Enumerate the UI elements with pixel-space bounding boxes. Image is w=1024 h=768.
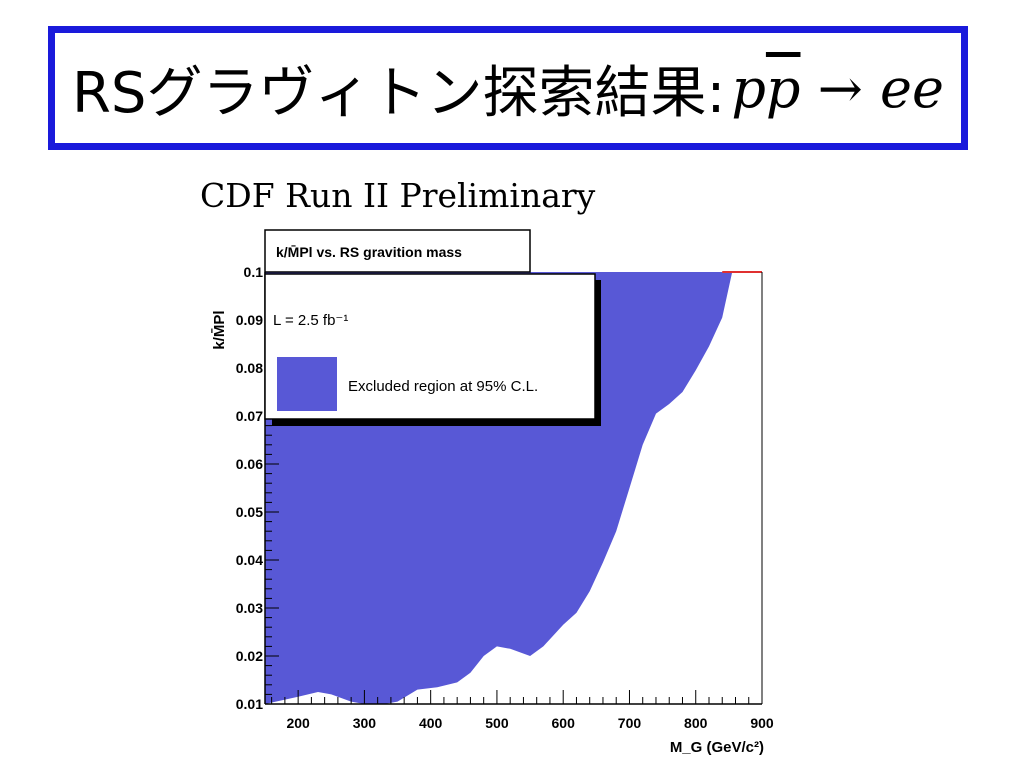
legend-swatch [277, 357, 337, 411]
y-tick-label: 0.08 [236, 360, 263, 376]
y-tick-label: 0.06 [236, 456, 263, 472]
formula-rest: → ee [800, 56, 944, 120]
y-tick-label: 0.07 [236, 408, 263, 424]
legend-entry: Excluded region at 95% C.L. [348, 378, 538, 395]
y-tick-label: 0.03 [236, 600, 263, 616]
chart-title-box: k/M̄Pl vs. RS gravition mass [264, 229, 531, 273]
legend: L = 2.5 fb⁻¹ Excluded region at 95% C.L. [264, 273, 601, 426]
y-tick-label: 0.09 [236, 312, 263, 328]
formula-pbar: p [765, 56, 801, 120]
formula-p: p [731, 56, 766, 120]
y-axis-title: k/M̄Pl [210, 310, 228, 349]
x-tick-label: 600 [552, 715, 576, 731]
y-tick-label: 0.04 [236, 552, 263, 568]
slide-title-formula: pp → ee [731, 57, 944, 120]
x-tick-label: 900 [750, 715, 774, 731]
y-tick-label: 0.05 [236, 504, 263, 520]
x-axis-title: M_G (GeV/c²) [670, 739, 764, 756]
axes: 200 300 400 500 600 700 800 900 0.01 0.02 0.03 0.04… [236, 264, 774, 731]
slide-title-text: RSグラヴィトン探索結果: [72, 60, 726, 126]
y-tick-label: 0.02 [236, 648, 263, 664]
legend-luminosity: L = 2.5 fb⁻¹ [273, 312, 348, 329]
x-tick-label: 400 [419, 715, 443, 731]
x-tick-label: 700 [618, 715, 642, 731]
slide-title-box: RSグラヴィトン探索結果: pp → ee [48, 26, 968, 150]
x-tick-label: 800 [684, 715, 708, 731]
x-tick-label: 200 [286, 715, 310, 731]
chart-title-frame [264, 229, 531, 273]
y-tick-label: 0.01 [236, 696, 263, 712]
y-tick-label: 0.1 [244, 264, 264, 280]
x-tick-label: 300 [353, 715, 377, 731]
chart-title: k/M̄Pl vs. RS gravition mass [276, 243, 462, 260]
x-tick-label: 500 [485, 715, 509, 731]
plot-heading: CDF Run II Preliminary [200, 176, 596, 215]
